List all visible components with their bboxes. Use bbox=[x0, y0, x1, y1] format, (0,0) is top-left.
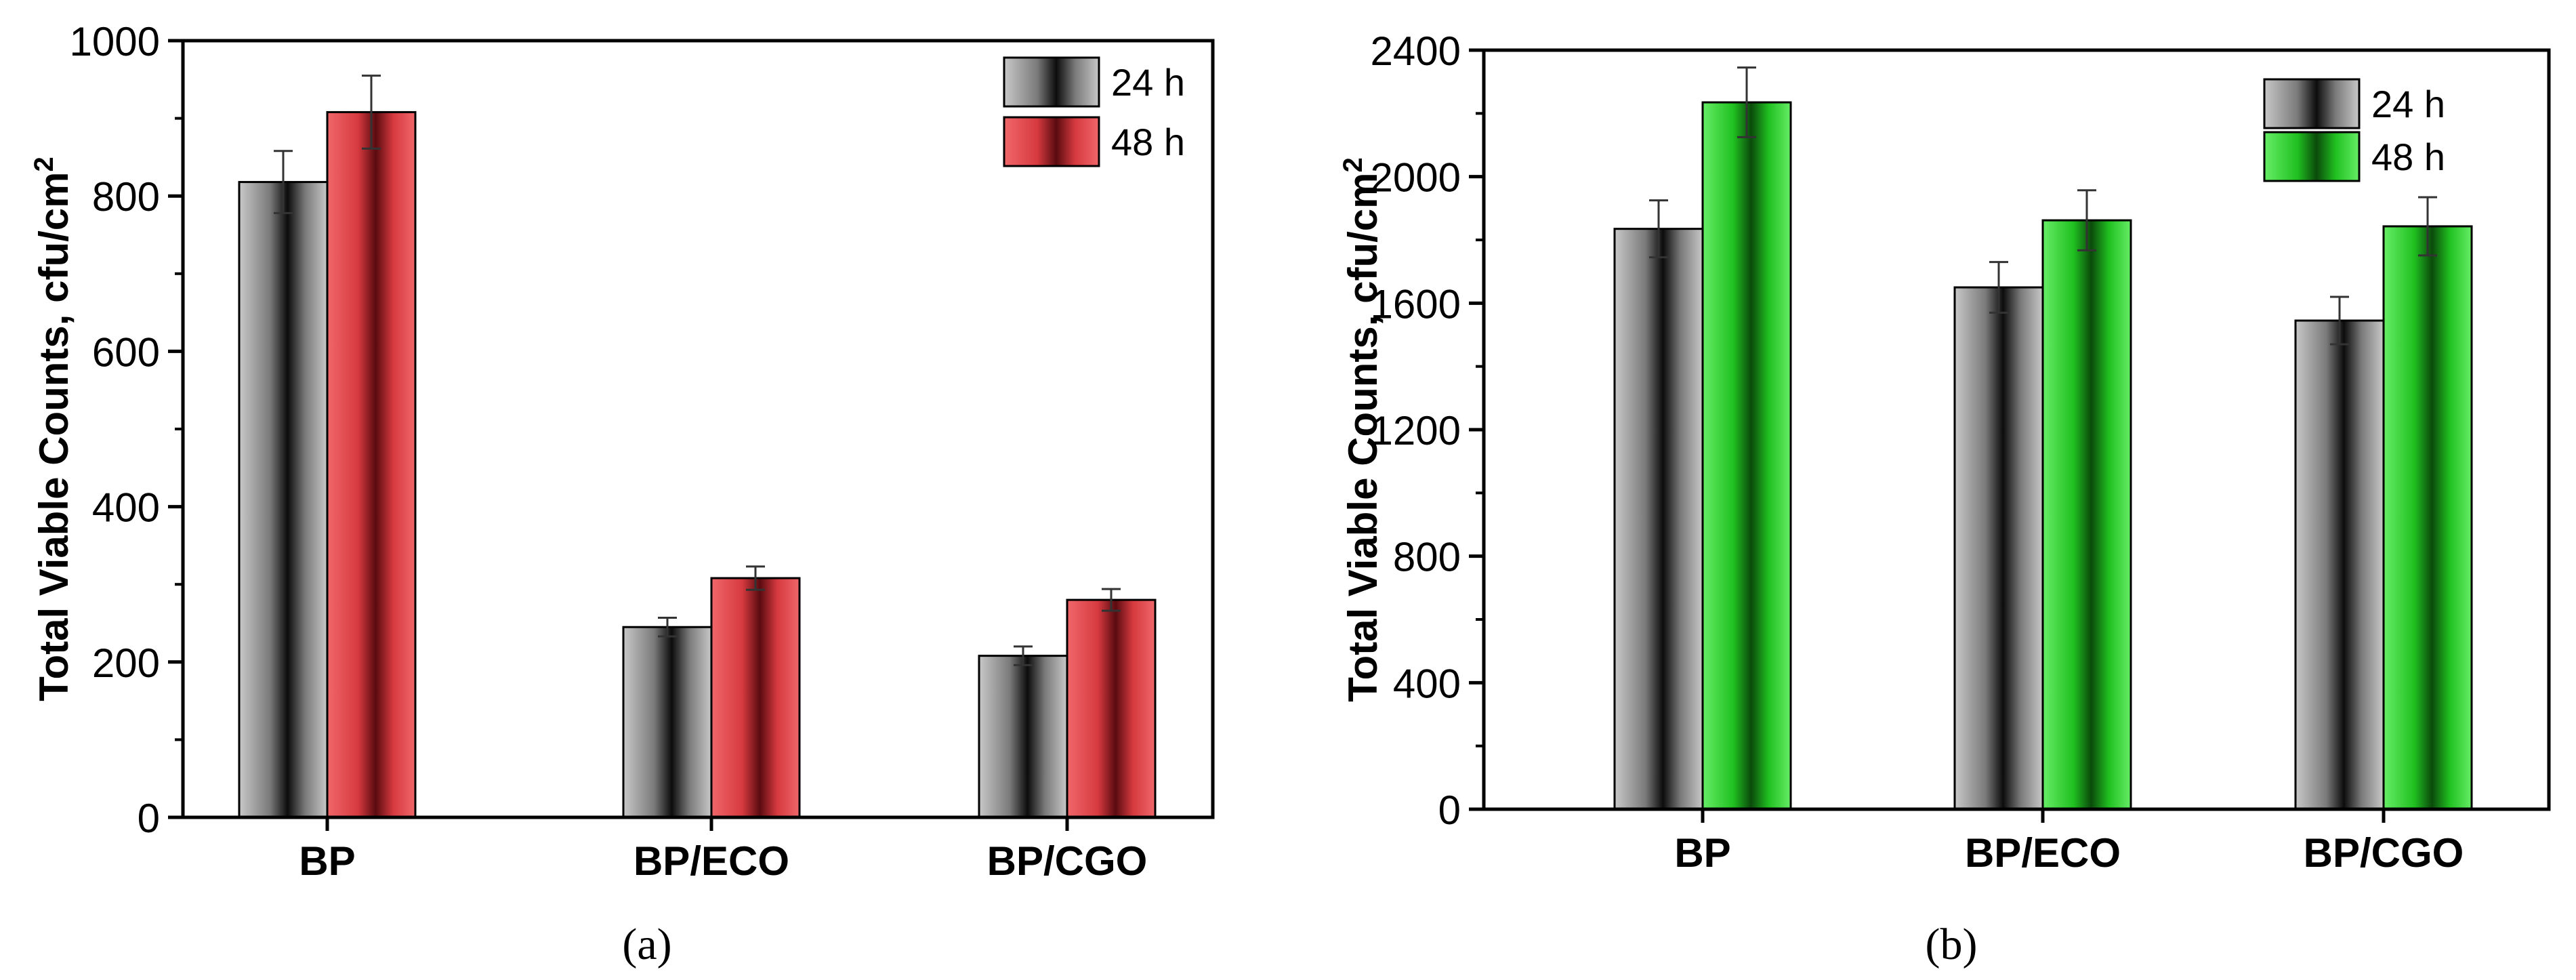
y-tick-label: 400 bbox=[92, 485, 160, 531]
bar-24h-bp bbox=[238, 181, 329, 819]
bar-48h-bp-eco bbox=[2041, 219, 2132, 811]
legend-swatch-48h bbox=[2263, 131, 2361, 182]
y-tick-label: 2000 bbox=[1371, 155, 1461, 201]
x-tick-label: BP bbox=[299, 838, 355, 884]
error-bar bbox=[1989, 261, 2008, 314]
y-axis-label-sup-b: 2 bbox=[1338, 157, 1368, 172]
y-axis-label-main-b: Total Viable Counts, cfu/cm bbox=[1340, 173, 1386, 702]
error-bar bbox=[2330, 295, 2349, 346]
error-bar bbox=[274, 150, 293, 214]
y-tick-label: 800 bbox=[92, 174, 160, 220]
error-bars-group-b bbox=[1649, 66, 2437, 346]
y-axis-label-a: Total Viable Counts, cfu/cm2 bbox=[29, 157, 77, 701]
error-bar bbox=[2077, 189, 2096, 251]
x-tick-label: BP/ECO bbox=[1965, 830, 2121, 876]
legend-label-48h: 48 h bbox=[1111, 121, 1185, 163]
y-tick-label: 600 bbox=[92, 329, 160, 375]
legend-swatch-48h bbox=[1003, 116, 1100, 167]
legend-label-48h: 48 h bbox=[2371, 136, 2445, 178]
chart-panel-a: 0 200 400 600 800 1000 BP BP/ECO BP/CGO 24 h 48 … bbox=[29, 19, 1215, 969]
y-tick-label: 800 bbox=[1393, 535, 1461, 580]
bar-24h-bp-eco bbox=[622, 626, 713, 819]
panel-caption-b: (b) bbox=[1926, 920, 1978, 969]
y-axis-label-sup-a: 2 bbox=[29, 157, 59, 171]
y-tick-label: 1600 bbox=[1371, 281, 1461, 327]
y-tick-label: 1000 bbox=[70, 19, 160, 64]
legend-label-24h: 24 h bbox=[1111, 61, 1185, 104]
bar-24h-bp-cgo bbox=[2294, 319, 2385, 811]
error-bar bbox=[746, 565, 765, 591]
plot-frame-b bbox=[1482, 48, 2551, 811]
error-bars-group-a bbox=[274, 75, 1121, 666]
plot-frame-a bbox=[181, 39, 1215, 819]
y-tick-label: 1200 bbox=[1371, 408, 1461, 453]
y-tick-label: 2400 bbox=[1371, 28, 1461, 74]
error-bar bbox=[1737, 66, 1756, 138]
bar-24h-bp-eco bbox=[1953, 286, 2044, 811]
bar-48h-bp bbox=[326, 110, 417, 819]
x-tick-label: BP bbox=[1674, 830, 1730, 876]
y-tick-label: 400 bbox=[1393, 661, 1461, 706]
legend-swatch-24h bbox=[2263, 78, 2361, 129]
legend-b: 24 h 48 h bbox=[2263, 78, 2445, 182]
error-bar bbox=[658, 616, 677, 638]
y-tick-label: 200 bbox=[92, 640, 160, 686]
y-axis-ticks-a: 0 200 400 600 800 1000 bbox=[70, 19, 183, 841]
legend-a: 24 h 48 h bbox=[1003, 56, 1185, 167]
bar-48h-bp-cgo bbox=[1066, 598, 1157, 819]
legend-swatch-24h bbox=[1003, 56, 1100, 108]
x-tick-label: BP/CGO bbox=[2304, 830, 2464, 876]
x-tick-label: BP/ECO bbox=[633, 838, 789, 884]
error-bar bbox=[1014, 645, 1033, 666]
bar-48h-bp-eco bbox=[710, 577, 801, 819]
error-bar bbox=[362, 75, 381, 150]
bars-group-a bbox=[238, 110, 1157, 819]
bars-group-b bbox=[1613, 101, 2473, 811]
y-tick-label: 0 bbox=[1438, 788, 1461, 833]
error-bar bbox=[2418, 196, 2437, 257]
bar-24h-bp bbox=[1613, 228, 1704, 811]
y-axis-label-main-a: Total Viable Counts, cfu/cm bbox=[31, 172, 77, 701]
legend-label-24h: 24 h bbox=[2371, 83, 2445, 125]
bar-48h-bp-cgo bbox=[2382, 225, 2473, 811]
y-axis-ticks-b: 0 400 800 1200 1600 2000 2400 bbox=[1371, 28, 1484, 833]
x-axis-ticks-a: BP BP/ECO BP/CGO bbox=[299, 817, 1147, 884]
panel-caption-a: (a) bbox=[622, 920, 671, 969]
error-bar bbox=[1649, 199, 1668, 259]
y-tick-label: 0 bbox=[138, 796, 160, 841]
x-axis-ticks-b: BP BP/ECO BP/CGO bbox=[1674, 809, 2464, 876]
x-tick-label: BP/CGO bbox=[987, 838, 1148, 884]
y-axis-label-b: Total Viable Counts, cfu/cm2 bbox=[1338, 157, 1386, 701]
bar-48h-bp bbox=[1701, 101, 1792, 811]
chart-panel-b: 0 400 800 1200 1600 2000 2400 BP BP/ECO BP/CGO 2… bbox=[1338, 28, 2551, 969]
bar-24h-bp-cgo bbox=[978, 655, 1068, 819]
error-bar bbox=[1102, 588, 1121, 612]
